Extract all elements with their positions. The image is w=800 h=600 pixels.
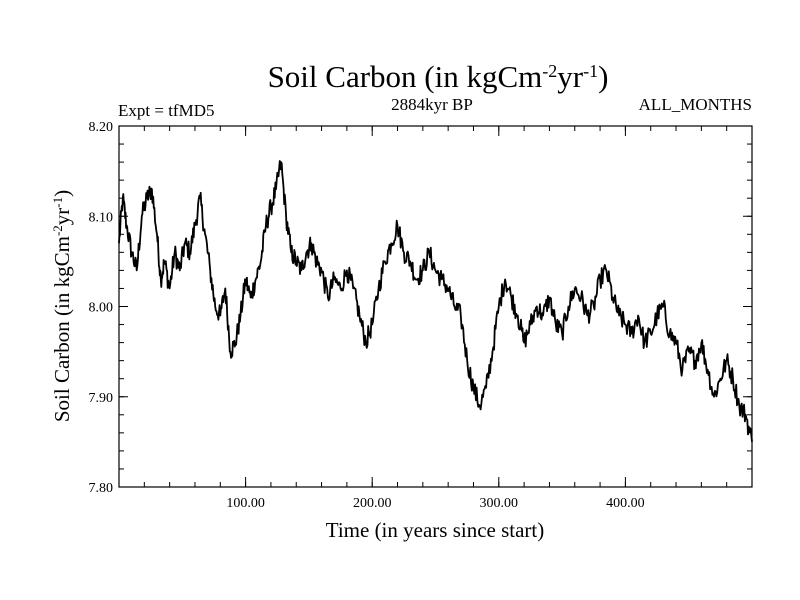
x-axis-label: Time (in years since start) [326, 518, 545, 542]
y-tick-labels: 7.80 7.90 8.00 8.10 8.20 [89, 120, 114, 496]
series-line-soil-carbon [118, 160, 753, 442]
x-tick-label: 400.00 [606, 496, 645, 511]
x-tick-labels: 100.00 200.00 300.00 400.00 [226, 496, 644, 511]
y-tick-label: 7.80 [89, 481, 114, 496]
expt-label: Expt = tfMD5 [118, 101, 214, 120]
epoch-label: 2884kyr BP [391, 95, 473, 114]
y-tick-label: 8.20 [89, 120, 114, 135]
y-tick-label: 8.00 [89, 301, 114, 316]
axis-ticks [119, 125, 752, 488]
months-label: ALL_MONTHS [639, 95, 752, 114]
x-tick-label: 300.00 [480, 496, 519, 511]
chart-title: Soil Carbon (in kgCm-2yr-1) [268, 59, 609, 94]
y-tick-label: 7.90 [89, 391, 114, 406]
y-axis-label: Soil Carbon (in kgCm-2yr-1) [50, 190, 75, 422]
y-tick-label: 8.10 [89, 210, 114, 225]
x-tick-label: 200.00 [353, 496, 392, 511]
x-tick-label: 100.00 [226, 496, 265, 511]
